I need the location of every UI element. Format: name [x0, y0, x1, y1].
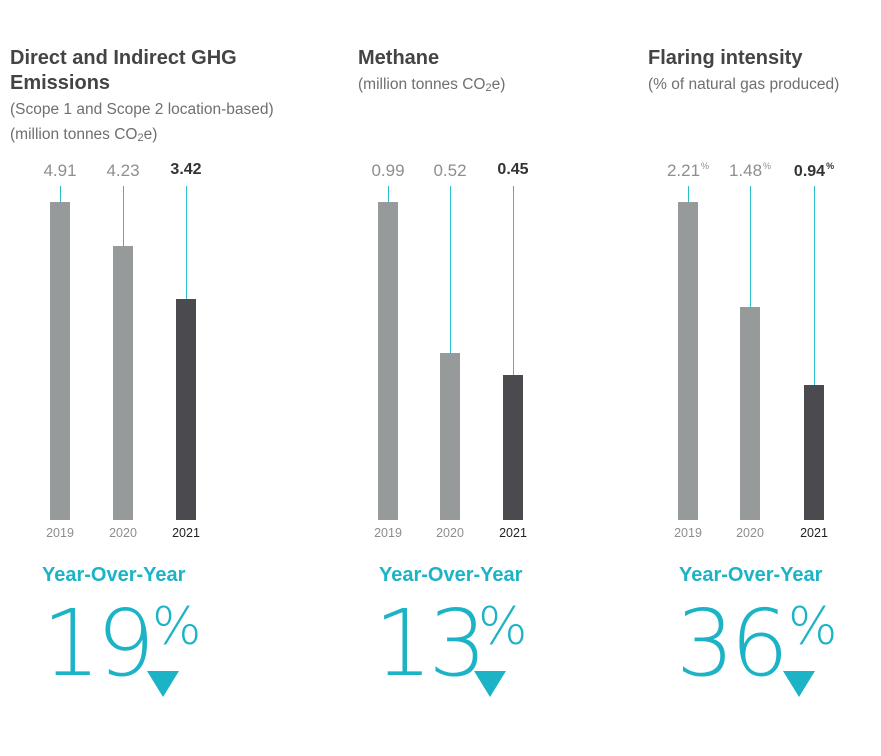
title-line-2: Emissions: [10, 72, 111, 94]
title-line-1: Direct and Indirect GHG: [10, 47, 237, 69]
yoy-label: Year-Over-Year: [379, 564, 523, 586]
yoy-change-value: 19: [42, 590, 155, 697]
year-tick-label: 2020: [109, 526, 137, 540]
year-tick-label: 2019: [674, 526, 702, 540]
bar-2019: [378, 202, 398, 520]
percent-sign: %: [478, 597, 528, 657]
bar-value-label: 0.94%: [793, 161, 835, 180]
yoy-change-value: 13: [374, 590, 487, 697]
panel-title: Methane: [358, 46, 439, 71]
panel-subtitle-units: (% of natural gas produced): [648, 76, 840, 93]
down-triangle-icon: [474, 671, 506, 697]
down-triangle-icon: [147, 671, 179, 697]
bar-2020: [740, 307, 760, 520]
year-tick-label: 2019: [374, 526, 402, 540]
percent-sign: %: [152, 597, 202, 657]
bar-leader-line: [450, 186, 451, 353]
bar-2021: [503, 375, 523, 520]
percent-sign: %: [788, 597, 838, 657]
bar-2021: [804, 385, 824, 520]
bar-leader-line: [750, 186, 751, 307]
year-tick-label: 2020: [436, 526, 464, 540]
bar-leader-line: [186, 186, 187, 299]
bar-2021: [176, 299, 196, 520]
bar-value-label: 0.45: [497, 161, 529, 178]
bar-leader-line: [123, 186, 124, 246]
panel-subtitle-units: (million tonnes CO2e): [10, 126, 158, 144]
panel-subtitle-scope: (Scope 1 and Scope 2 location-based): [10, 101, 274, 118]
yoy-label: Year-Over-Year: [42, 564, 186, 586]
bar-value-label: 2.21%: [666, 161, 710, 180]
methane-panel: Methane (million tonnes CO2e) Year-Over-…: [358, 0, 608, 756]
flaring-panel: Flaring intensity (% of natural gas prod…: [648, 0, 881, 756]
bar-2019: [50, 202, 70, 520]
panel-title: Flaring intensity: [648, 46, 802, 71]
down-triangle-icon: [783, 671, 815, 697]
bar-value-label: 1.48%: [728, 161, 772, 180]
bar-leader-line: [688, 186, 689, 202]
bar-leader-line: [388, 186, 389, 202]
yoy-label: Year-Over-Year: [679, 564, 823, 586]
year-tick-label: 2021: [800, 526, 828, 540]
bar-value-label: 0.52: [433, 161, 467, 180]
bar-2019: [678, 202, 698, 520]
bar-leader-line: [814, 186, 815, 385]
bar-leader-line: [513, 186, 514, 375]
title-line-1: Flaring intensity: [648, 47, 803, 69]
bar-leader-line: [60, 186, 61, 202]
yoy-change-value: 36: [676, 590, 789, 697]
bar-value-label: 0.99: [371, 161, 405, 180]
bar-value-label: 3.42: [170, 161, 202, 178]
ghg-emissions-panel: Direct and Indirect GHG Emissions (Scope…: [10, 0, 310, 756]
bar-2020: [440, 353, 460, 520]
bar-value-label: 4.23: [106, 161, 140, 180]
panel-title: Direct and Indirect GHG Emissions: [10, 46, 237, 96]
year-tick-label: 2021: [499, 526, 527, 540]
year-tick-label: 2020: [736, 526, 764, 540]
bar-2020: [113, 246, 133, 520]
year-tick-label: 2021: [172, 526, 200, 540]
bar-value-label: 4.91: [43, 161, 77, 180]
panel-subtitle-units: (million tonnes CO2e): [358, 76, 506, 94]
title-line-1: Methane: [358, 47, 440, 69]
year-tick-label: 2019: [46, 526, 74, 540]
